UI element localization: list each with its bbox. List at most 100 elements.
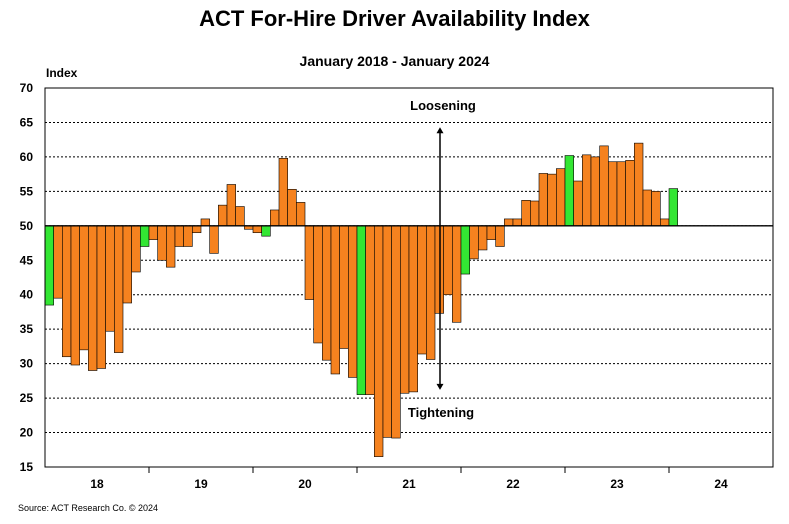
annotation-loosening: Loosening bbox=[410, 98, 476, 113]
bar bbox=[408, 225, 418, 393]
annotation-tightening: Tightening bbox=[408, 405, 474, 420]
bar bbox=[478, 225, 488, 251]
bar bbox=[443, 225, 453, 296]
bar bbox=[400, 225, 410, 394]
bar bbox=[278, 157, 288, 227]
bar bbox=[521, 200, 531, 227]
y-tick-label: 55 bbox=[20, 184, 34, 198]
bar bbox=[218, 204, 228, 227]
y-tick-label: 70 bbox=[20, 81, 34, 95]
y-tick-label: 40 bbox=[20, 288, 34, 302]
bar bbox=[660, 218, 670, 227]
bar bbox=[53, 225, 63, 299]
arrow-head-down bbox=[436, 383, 444, 390]
bar bbox=[209, 225, 219, 254]
x-tick-label: 20 bbox=[298, 477, 312, 491]
y-tick-label: 30 bbox=[20, 357, 34, 371]
bar bbox=[382, 225, 392, 438]
axes: 15 20 25 30 35 40 45 50 55 60 65 70 18 19 20 21 22 23 24 bbox=[20, 81, 774, 491]
bar bbox=[616, 161, 626, 227]
y-tick-label: 25 bbox=[20, 391, 34, 405]
bar bbox=[651, 191, 661, 227]
bar bbox=[140, 225, 150, 247]
bar bbox=[200, 218, 210, 227]
bar bbox=[556, 168, 566, 227]
bar bbox=[348, 225, 358, 378]
x-tick-label: 22 bbox=[506, 477, 520, 491]
bar bbox=[313, 225, 323, 344]
y-tick-label: 15 bbox=[20, 460, 34, 474]
bar bbox=[460, 225, 470, 275]
arrow-head-up bbox=[436, 127, 444, 134]
bar bbox=[79, 225, 89, 351]
bar bbox=[538, 173, 548, 227]
bar bbox=[374, 225, 384, 457]
bar bbox=[590, 156, 600, 227]
bar bbox=[339, 225, 349, 349]
bar bbox=[270, 209, 280, 227]
bar bbox=[166, 225, 176, 268]
annotations: Loosening Tightening bbox=[408, 98, 476, 420]
x-tick-label: 23 bbox=[610, 477, 624, 491]
y-tick-label: 65 bbox=[20, 115, 34, 129]
bar bbox=[495, 225, 505, 247]
bar bbox=[504, 218, 514, 227]
bar bbox=[62, 225, 72, 358]
bar bbox=[573, 180, 583, 227]
bar bbox=[261, 225, 271, 237]
x-tick-label: 21 bbox=[402, 477, 416, 491]
bar bbox=[634, 142, 644, 227]
bar bbox=[625, 160, 635, 227]
bar bbox=[131, 225, 141, 273]
bar bbox=[547, 173, 557, 227]
bar bbox=[322, 225, 332, 361]
y-tick-label: 45 bbox=[20, 253, 34, 267]
y-tick-label: 50 bbox=[20, 219, 34, 233]
bar bbox=[252, 225, 262, 234]
bar bbox=[114, 225, 124, 353]
bar bbox=[174, 225, 184, 247]
x-tick-label: 24 bbox=[714, 477, 728, 491]
bar bbox=[192, 225, 202, 234]
y-axis-label: Index bbox=[46, 66, 78, 80]
bar bbox=[287, 188, 297, 227]
plot-frame bbox=[44, 87, 774, 468]
bar bbox=[235, 206, 245, 227]
bar bbox=[452, 225, 462, 323]
bar bbox=[96, 225, 106, 369]
bar bbox=[582, 154, 592, 227]
bar bbox=[564, 155, 574, 227]
bar bbox=[183, 225, 193, 247]
bar bbox=[668, 188, 678, 227]
bar bbox=[122, 225, 132, 304]
bar bbox=[469, 225, 479, 260]
bar bbox=[530, 200, 540, 227]
bar bbox=[70, 225, 80, 366]
bar bbox=[105, 225, 115, 332]
bar bbox=[391, 225, 401, 439]
y-tick-label: 20 bbox=[20, 426, 34, 440]
source-note: Source: ACT Research Co. © 2024 bbox=[18, 503, 159, 513]
bar bbox=[304, 225, 314, 300]
bar bbox=[486, 225, 496, 240]
bar bbox=[88, 225, 98, 371]
bar bbox=[417, 225, 427, 355]
bar bbox=[44, 225, 54, 306]
bar bbox=[296, 202, 306, 227]
x-tick-label: 18 bbox=[90, 477, 104, 491]
bar bbox=[599, 145, 609, 227]
y-tick-label: 60 bbox=[20, 150, 34, 164]
bar bbox=[356, 225, 366, 395]
bar bbox=[365, 225, 375, 395]
bar bbox=[608, 161, 618, 227]
chart-title: ACT For-Hire Driver Availability Index bbox=[199, 6, 590, 31]
x-tick-label: 19 bbox=[194, 477, 208, 491]
bar bbox=[642, 189, 652, 227]
bar bbox=[148, 225, 158, 240]
chart-subtitle: January 2018 - January 2024 bbox=[299, 53, 490, 69]
bar bbox=[226, 184, 236, 227]
y-tick-label: 35 bbox=[20, 322, 34, 336]
bars bbox=[44, 142, 678, 457]
bar bbox=[426, 225, 436, 360]
